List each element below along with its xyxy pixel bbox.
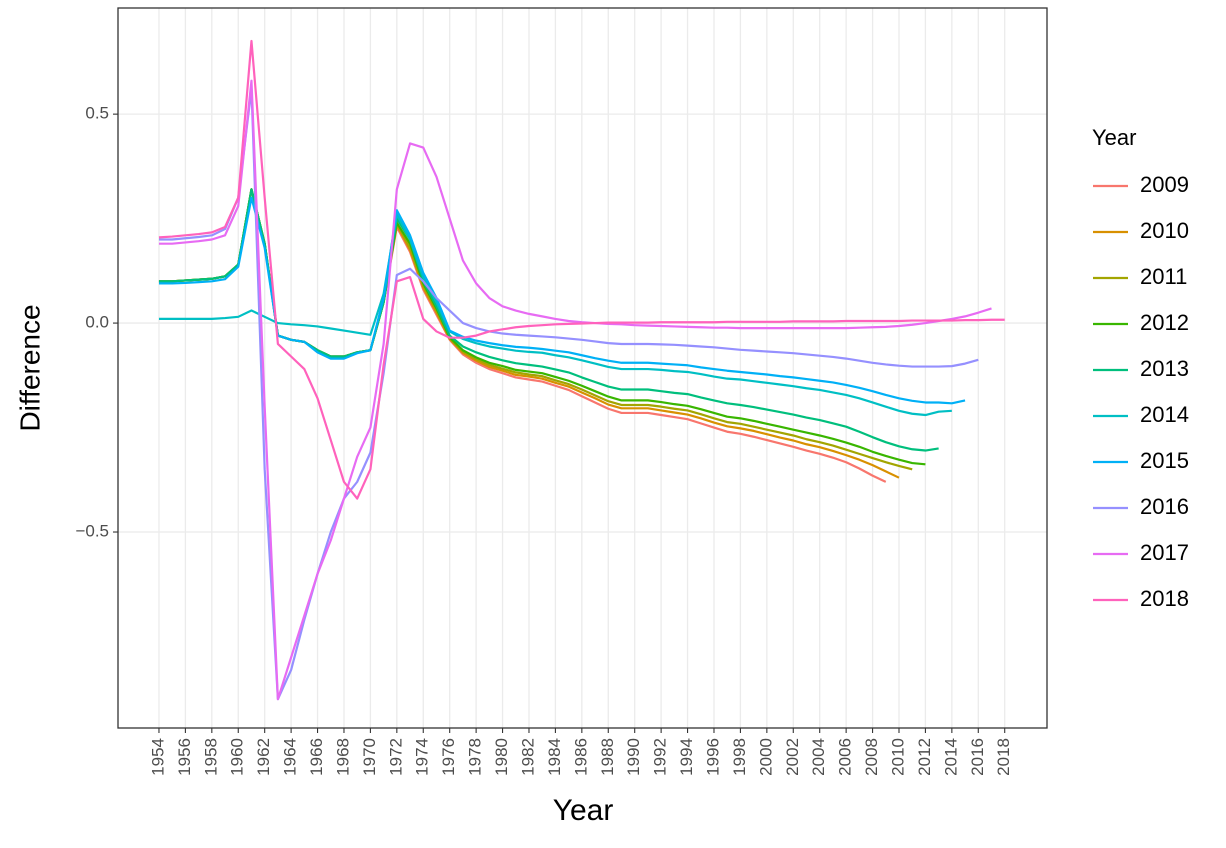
- legend-title: Year: [1092, 125, 1136, 150]
- x-tick-label: 1954: [148, 738, 167, 776]
- x-tick-label: 1970: [360, 738, 379, 776]
- series-line: [158, 213, 952, 417]
- lines: [158, 39, 1005, 701]
- x-tick-label: 2010: [888, 738, 907, 776]
- legend-label: 2015: [1140, 448, 1189, 473]
- x-tick-label: 2000: [756, 738, 775, 776]
- legend-label: 2012: [1140, 310, 1189, 335]
- x-axis-title: Year: [553, 794, 614, 827]
- x-tick-label: 1984: [545, 738, 564, 776]
- series-line: [158, 196, 966, 405]
- x-tick-label: 2002: [783, 738, 802, 776]
- x-tick-label: 1994: [677, 738, 696, 776]
- y-tick-label: −0.5: [75, 522, 109, 541]
- x-tick-label: 2004: [809, 738, 828, 776]
- legend-label: 2009: [1140, 172, 1189, 197]
- x-tick-label: 1964: [281, 738, 300, 776]
- x-tick-label: 1990: [624, 738, 643, 776]
- x-tick-label: 1988: [598, 738, 617, 776]
- x-tick-label: 2012: [915, 738, 934, 776]
- legend-label: 2011: [1140, 264, 1187, 289]
- y-axis-title: Difference: [14, 304, 45, 431]
- x-tick-label: 2016: [968, 738, 987, 776]
- x-tick-label: 2008: [862, 738, 881, 776]
- x-tick-label: 1958: [201, 738, 220, 776]
- x-tick-label: 1968: [333, 738, 352, 776]
- x-tick-label: 2006: [836, 738, 855, 776]
- series-line: [158, 79, 992, 701]
- x-tick-label: 1998: [730, 738, 749, 776]
- legend-label: 2017: [1140, 540, 1189, 565]
- x-tick-label: 1982: [518, 738, 537, 776]
- legend-label: 2010: [1140, 218, 1189, 243]
- x-tick-label: 1992: [651, 738, 670, 776]
- x-tick-label: 1966: [307, 738, 326, 776]
- x-tick-label: 2014: [941, 738, 960, 776]
- x-tick-label: 1962: [254, 738, 273, 776]
- series-line: [158, 39, 1005, 500]
- x-tick-label: 1978: [466, 738, 485, 776]
- series-line: [158, 87, 979, 701]
- x-tick-label: 2018: [994, 738, 1013, 776]
- x-tick-label: 1976: [439, 738, 458, 776]
- legend-label: 2013: [1140, 356, 1189, 381]
- legend: 2009 2010 2011 2012 2013 2014 2015 2016 2017 2018: [1093, 172, 1189, 611]
- x-tick-label: 1960: [228, 738, 247, 776]
- y-tick-label: 0.5: [85, 104, 109, 123]
- y-tick-label: 0.0: [85, 313, 109, 332]
- legend-label: 2014: [1140, 402, 1189, 427]
- x-tick-label: 1956: [175, 738, 194, 776]
- x-tick-label: 1996: [703, 738, 722, 776]
- legend-label: 2018: [1140, 586, 1189, 611]
- panel-border: [117, 7, 1048, 729]
- x-tick-label: 1980: [492, 738, 511, 776]
- legend-label: 2016: [1140, 494, 1189, 519]
- x-tick-label: 1986: [571, 738, 590, 776]
- x-tick-label: 1972: [386, 738, 405, 776]
- x-tick-label: 1974: [413, 738, 432, 776]
